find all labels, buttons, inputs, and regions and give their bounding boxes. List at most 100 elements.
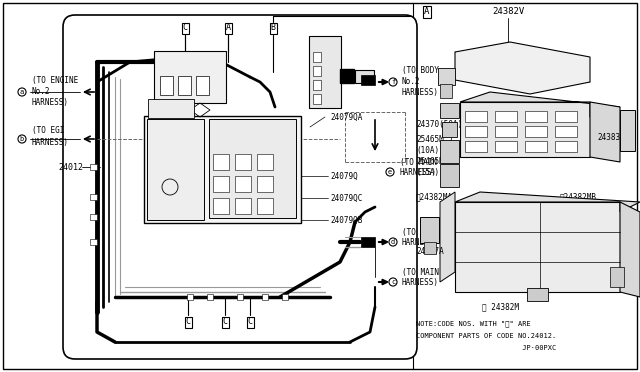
Text: (TO EGI: (TO EGI	[32, 126, 65, 135]
FancyBboxPatch shape	[555, 126, 577, 137]
FancyBboxPatch shape	[90, 214, 97, 220]
Text: 25465M: 25465M	[416, 135, 444, 144]
Text: JP·00PXC: JP·00PXC	[416, 345, 556, 351]
Text: No.2: No.2	[32, 87, 51, 96]
FancyBboxPatch shape	[555, 141, 577, 152]
FancyBboxPatch shape	[465, 126, 487, 137]
Polygon shape	[620, 202, 640, 297]
FancyBboxPatch shape	[282, 294, 288, 300]
FancyBboxPatch shape	[187, 294, 193, 300]
FancyBboxPatch shape	[212, 176, 229, 192]
Text: HARNESS): HARNESS)	[32, 99, 69, 108]
Text: ※24382MA: ※24382MA	[416, 192, 453, 202]
FancyBboxPatch shape	[527, 288, 547, 301]
FancyBboxPatch shape	[495, 126, 517, 137]
FancyBboxPatch shape	[313, 52, 321, 62]
Text: f: f	[391, 79, 395, 85]
FancyBboxPatch shape	[257, 154, 273, 170]
Text: d: d	[391, 239, 395, 245]
FancyBboxPatch shape	[495, 111, 517, 122]
FancyBboxPatch shape	[465, 111, 487, 122]
Text: (TO ENGINE: (TO ENGINE	[32, 77, 78, 86]
Text: C: C	[186, 317, 191, 327]
Text: 24079QB: 24079QB	[330, 215, 362, 224]
FancyBboxPatch shape	[438, 67, 454, 84]
FancyBboxPatch shape	[313, 66, 321, 76]
Polygon shape	[440, 192, 455, 282]
Text: 24079QC: 24079QC	[330, 193, 362, 202]
Text: ※24382MB: ※24382MB	[560, 192, 597, 202]
FancyBboxPatch shape	[147, 119, 204, 220]
Polygon shape	[455, 192, 640, 212]
FancyBboxPatch shape	[159, 76, 173, 94]
Polygon shape	[455, 42, 590, 94]
FancyBboxPatch shape	[620, 109, 634, 151]
Text: HARNESS): HARNESS)	[32, 138, 69, 147]
FancyBboxPatch shape	[610, 267, 624, 287]
FancyBboxPatch shape	[440, 103, 458, 118]
FancyBboxPatch shape	[525, 111, 547, 122]
FancyBboxPatch shape	[207, 294, 213, 300]
Text: C: C	[248, 317, 253, 327]
Text: (TO MAIN: (TO MAIN	[402, 267, 439, 276]
Text: 24079Q: 24079Q	[330, 171, 358, 180]
FancyBboxPatch shape	[144, 116, 301, 223]
FancyBboxPatch shape	[3, 3, 637, 369]
Text: a: a	[20, 89, 24, 95]
FancyBboxPatch shape	[262, 294, 268, 300]
FancyBboxPatch shape	[212, 198, 229, 214]
FancyBboxPatch shape	[361, 75, 375, 85]
Text: 24383P: 24383P	[597, 132, 625, 141]
Text: A: A	[424, 7, 429, 16]
FancyBboxPatch shape	[90, 194, 97, 200]
FancyBboxPatch shape	[361, 237, 375, 247]
Text: HARNESS): HARNESS)	[402, 89, 439, 97]
FancyBboxPatch shape	[209, 119, 296, 218]
Text: 24382V: 24382V	[492, 7, 524, 16]
Text: B: B	[271, 23, 275, 32]
FancyBboxPatch shape	[442, 122, 456, 137]
FancyBboxPatch shape	[440, 84, 452, 98]
FancyBboxPatch shape	[465, 141, 487, 152]
FancyBboxPatch shape	[257, 176, 273, 192]
Text: (15A): (15A)	[416, 167, 439, 176]
Text: COMPONENT PARTS OF CODE NO.24012.: COMPONENT PARTS OF CODE NO.24012.	[416, 333, 556, 339]
Text: 24079QA: 24079QA	[330, 112, 362, 122]
Polygon shape	[455, 202, 620, 292]
FancyBboxPatch shape	[309, 36, 341, 108]
FancyBboxPatch shape	[525, 126, 547, 137]
FancyBboxPatch shape	[235, 154, 252, 170]
FancyBboxPatch shape	[440, 164, 458, 186]
Text: ※ 24382M: ※ 24382M	[481, 302, 518, 311]
Text: HARNESS): HARNESS)	[400, 169, 437, 177]
Polygon shape	[460, 92, 620, 117]
FancyBboxPatch shape	[419, 217, 438, 243]
FancyBboxPatch shape	[525, 141, 547, 152]
Text: C: C	[182, 23, 188, 32]
FancyBboxPatch shape	[313, 94, 321, 104]
Text: 24217A: 24217A	[416, 247, 444, 257]
FancyBboxPatch shape	[257, 198, 273, 214]
FancyBboxPatch shape	[147, 99, 193, 118]
FancyBboxPatch shape	[90, 164, 97, 170]
FancyBboxPatch shape	[235, 198, 252, 214]
FancyBboxPatch shape	[495, 141, 517, 152]
Text: A: A	[225, 23, 230, 32]
FancyBboxPatch shape	[340, 69, 355, 83]
Text: (TO BODY: (TO BODY	[402, 228, 439, 237]
Text: NOTE:CODE NOS. WITH "※" ARE: NOTE:CODE NOS. WITH "※" ARE	[416, 321, 531, 327]
FancyBboxPatch shape	[237, 294, 243, 300]
Text: 24370(50A): 24370(50A)	[416, 119, 462, 128]
Text: (TO MAIN: (TO MAIN	[400, 157, 437, 167]
FancyBboxPatch shape	[235, 176, 252, 192]
FancyBboxPatch shape	[63, 15, 417, 359]
FancyBboxPatch shape	[212, 154, 229, 170]
Text: HARNESS): HARNESS)	[402, 238, 439, 247]
FancyBboxPatch shape	[177, 76, 191, 94]
Polygon shape	[460, 102, 590, 157]
Polygon shape	[590, 102, 620, 162]
FancyBboxPatch shape	[355, 70, 374, 83]
FancyBboxPatch shape	[313, 80, 321, 90]
Text: 24012: 24012	[58, 163, 83, 171]
Text: No.2: No.2	[402, 77, 420, 87]
